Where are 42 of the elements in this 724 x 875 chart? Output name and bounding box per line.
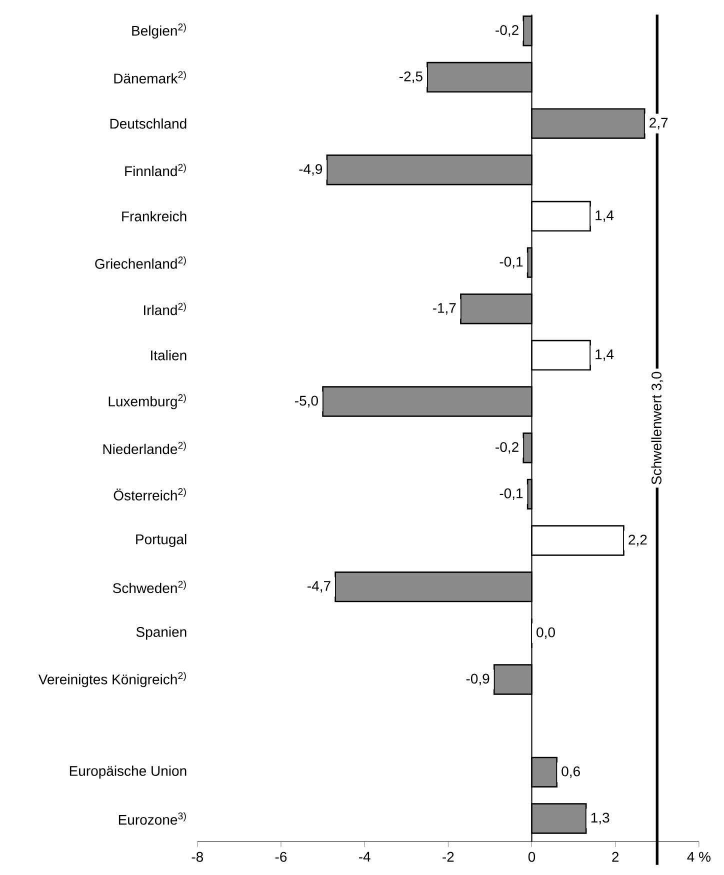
x-tick-label: -6 [275,852,286,862]
data-label: -5,0 [294,396,318,408]
data-label: 1,4 [595,349,614,361]
data-label: -0,9 [466,674,490,686]
data-label: -0,2 [496,25,518,37]
y-tick-label: Frankreich [122,211,186,222]
y-tick-label: Griechenland$^{2)}$ [95,256,186,269]
data-label: 2,7 [649,118,668,130]
data-label: -4,7 [307,581,330,593]
y-tick-label: Dänemark$^{2)}$ [114,70,186,84]
y-tick-label: Finnland$^{2)}$ [125,164,186,176]
y-tick-label: Spanien [136,626,186,640]
y-tick-label: Eurozone$^{3)}$ [118,812,186,825]
data-label: -4,9 [299,164,322,176]
y-tick-label: Italien [150,350,186,360]
y-tick-label: Luxemburg$^{2)}$ [108,394,186,410]
y-tick-label: Europäische Union [70,766,186,779]
data-label: -0,1 [500,488,522,500]
data-label: 1,4 [595,210,614,222]
y-tick-label: Belgien$^{2)}$ [132,23,186,39]
x-tick-label: 2 [612,852,618,862]
data-label: 0,6 [562,766,580,778]
y-tick-label: Vereinigtes Königreich$^{2)}$ [38,672,186,688]
x-tick-label: 4 % [687,852,710,862]
ref-line-label: Schwellenwert 3,0 [651,372,663,484]
data-label: 1,3 [591,812,610,824]
data-label: -1,7 [432,303,456,315]
y-tick-label: Portugal [136,534,186,548]
y-tick-label: Niederlande$^{2)}$ [103,442,186,454]
x-tick-label: 0 [528,852,535,862]
x-tick-label: -8 [192,852,203,862]
data-label: 0,0 [536,627,555,639]
x-tick-label: -4 [358,852,370,862]
data-label: -0,2 [496,442,518,454]
y-tick-label: Deutschland [110,118,186,129]
data-label: -2,5 [399,71,422,84]
y-tick-label: Österreich$^{2)}$ [114,488,186,500]
x-tick-label: -2 [442,852,454,862]
data-label: -0,1 [500,256,522,268]
y-tick-label: Schweden$^{2)}$ [112,580,186,594]
data-label: 2,2 [628,534,647,546]
y-tick-label: Irland$^{2)}$ [144,302,186,316]
